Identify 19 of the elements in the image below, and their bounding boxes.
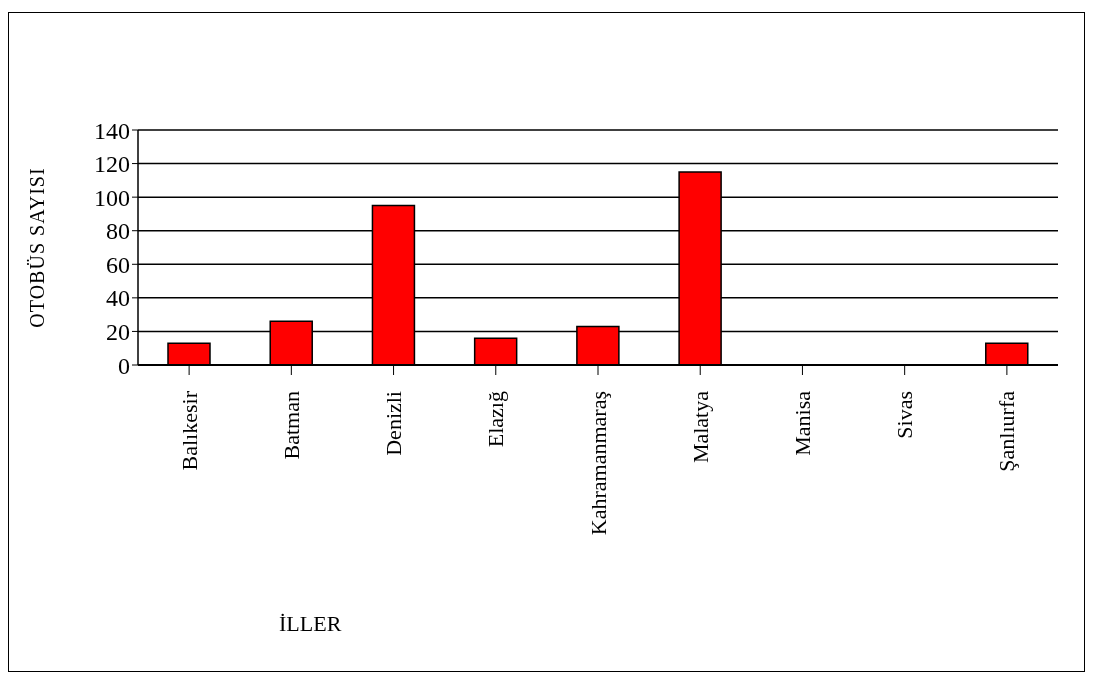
x-tick-label: Batman (278, 391, 304, 460)
y-tick-label: 60 (106, 251, 130, 278)
y-axis-title: OTOBÜS SAYISI (26, 167, 49, 328)
y-tick-label: 80 (106, 218, 130, 245)
y-tick-label: 20 (106, 318, 130, 345)
x-tick-label: Sivas (892, 391, 918, 439)
y-tick-label: 140 (94, 117, 130, 144)
x-tick-label: Malatya (687, 390, 713, 464)
x-tick-label: Kahramanmaraş (585, 391, 611, 536)
y-tick-label: 100 (94, 184, 130, 211)
x-axis-title: İLLER (279, 611, 342, 637)
y-tick-label: 120 (94, 151, 130, 178)
x-tick-label: Şanlıurfa (994, 390, 1020, 472)
x-tick-label: Manisa (789, 390, 815, 456)
x-tick-label: Elazığ (483, 391, 509, 448)
x-tick-label: Balıkesir (176, 390, 202, 471)
y-tick-label: 0 (118, 352, 130, 379)
x-tick-label: Denizli (381, 391, 407, 456)
y-tick-label: 40 (106, 285, 130, 312)
